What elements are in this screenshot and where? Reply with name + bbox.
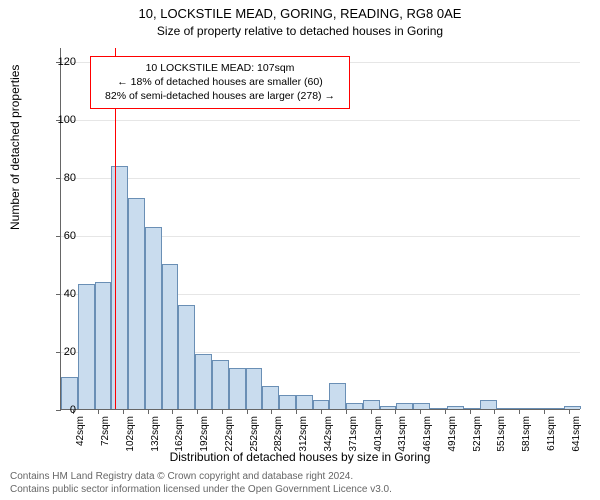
x-tick-label: 521sqm — [472, 416, 483, 452]
y-axis-label: Number of detached properties — [8, 65, 22, 230]
histogram-bar — [145, 227, 162, 409]
y-tick-label: 120 — [44, 56, 76, 68]
x-axis-label: Distribution of detached houses by size … — [0, 450, 600, 464]
chart-title: 10, LOCKSTILE MEAD, GORING, READING, RG8… — [0, 6, 600, 21]
x-tick-label: 551sqm — [496, 416, 507, 452]
histogram-bar — [514, 408, 531, 409]
histogram-bar — [128, 198, 145, 409]
y-tick-label: 80 — [44, 172, 76, 184]
annotation-callout: 10 LOCKSTILE MEAD: 107sqm ← 18% of detac… — [90, 56, 350, 109]
histogram-bar — [464, 408, 481, 409]
y-tick-label: 0 — [44, 404, 76, 416]
x-tick-label: 401sqm — [373, 416, 384, 452]
x-tick-label: 72sqm — [100, 416, 111, 446]
property-size-histogram: 10, LOCKSTILE MEAD, GORING, READING, RG8… — [0, 0, 600, 500]
x-tick-label: 132sqm — [150, 416, 161, 452]
histogram-bar — [413, 403, 430, 409]
y-tick-label: 100 — [44, 114, 76, 126]
histogram-bar — [296, 395, 313, 409]
x-tick-label: 312sqm — [298, 416, 309, 452]
histogram-bar — [447, 406, 464, 409]
histogram-bar — [95, 282, 112, 409]
histogram-bar — [313, 400, 330, 409]
footer-line-1: Contains HM Land Registry data © Crown c… — [10, 470, 392, 483]
x-tick-label: 641sqm — [571, 416, 582, 452]
histogram-bar — [279, 395, 296, 409]
footer-line-2: Contains public sector information licen… — [10, 483, 392, 496]
y-tick-label: 20 — [44, 346, 76, 358]
histogram-bar — [178, 305, 195, 409]
x-tick-label: 42sqm — [75, 416, 86, 446]
annotation-line-2: ← 18% of detached houses are smaller (60… — [99, 75, 341, 89]
histogram-bar — [497, 408, 514, 409]
annotation-line-3: 82% of semi-detached houses are larger (… — [99, 89, 341, 103]
histogram-bar — [78, 284, 95, 409]
chart-subtitle: Size of property relative to detached ho… — [0, 24, 600, 38]
y-tick-label: 40 — [44, 288, 76, 300]
histogram-bar — [212, 360, 229, 409]
x-tick-label: 371sqm — [348, 416, 359, 452]
footer-attribution: Contains HM Land Registry data © Crown c… — [10, 470, 392, 496]
histogram-bar — [531, 408, 548, 409]
histogram-bar — [229, 368, 246, 409]
histogram-bar — [195, 354, 212, 409]
x-tick-label: 222sqm — [224, 416, 235, 452]
x-tick-label: 431sqm — [397, 416, 408, 452]
y-tick-label: 60 — [44, 230, 76, 242]
x-tick-label: 192sqm — [199, 416, 210, 452]
histogram-bar — [346, 403, 363, 409]
histogram-bar — [246, 368, 263, 409]
x-tick-label: 282sqm — [273, 416, 284, 452]
x-tick-label: 581sqm — [521, 416, 532, 452]
histogram-bar — [162, 264, 179, 409]
x-tick-label: 342sqm — [323, 416, 334, 452]
histogram-bar — [564, 406, 581, 409]
histogram-bar — [396, 403, 413, 409]
histogram-bar — [547, 408, 564, 409]
x-tick-label: 252sqm — [249, 416, 260, 452]
x-tick-label: 102sqm — [125, 416, 136, 452]
histogram-bar — [363, 400, 380, 409]
histogram-bar — [380, 406, 397, 409]
x-tick-label: 611sqm — [546, 416, 557, 451]
x-tick-label: 491sqm — [447, 416, 458, 452]
x-tick-label: 461sqm — [422, 416, 433, 452]
histogram-bar — [480, 400, 497, 409]
histogram-bar — [262, 386, 279, 409]
histogram-bar — [329, 383, 346, 409]
x-tick-label: 162sqm — [174, 416, 185, 452]
annotation-line-1: 10 LOCKSTILE MEAD: 107sqm — [99, 61, 341, 75]
